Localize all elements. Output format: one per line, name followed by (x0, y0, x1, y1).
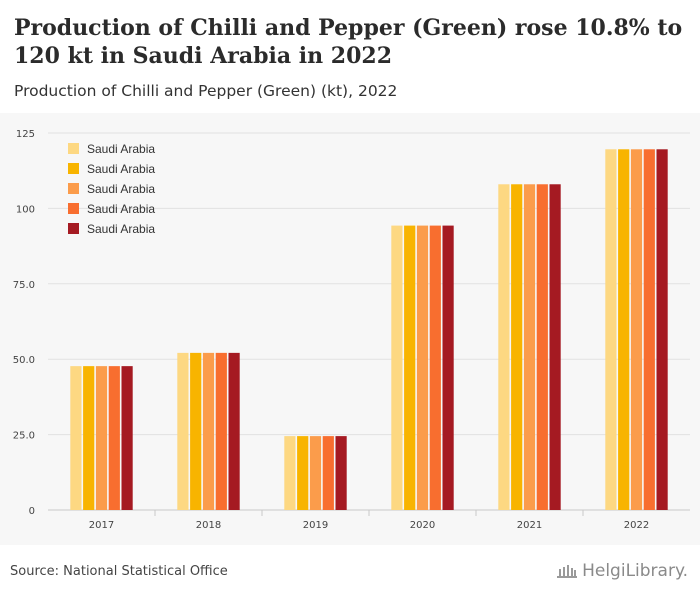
y-tick-label: 0 (29, 506, 35, 517)
legend-label: Saudi Arabia (87, 142, 155, 156)
bar (284, 436, 296, 510)
bar (630, 149, 643, 510)
bar (121, 366, 133, 510)
bar (83, 366, 95, 510)
chart-subtitle: Production of Chilli and Pepper (Green) … (14, 82, 398, 100)
bar (498, 184, 510, 510)
y-tick-label: 100 (16, 204, 35, 215)
helgilibrary-logo: HelgiLibrary. (556, 561, 688, 581)
y-tick-label: 125 (16, 129, 35, 140)
legend-swatch (68, 143, 79, 154)
x-tick-label: 2021 (517, 520, 542, 531)
bar (322, 436, 334, 510)
bar (656, 149, 668, 510)
source-note: Source: National Statistical Office (10, 564, 228, 579)
bar (429, 225, 441, 511)
bar (523, 184, 536, 510)
bar (618, 149, 630, 510)
x-tick-label: 2018 (196, 520, 221, 531)
y-tick-label: 75.0 (13, 280, 35, 291)
chart-title: Production of Chilli and Pepper (Green) … (14, 15, 683, 69)
legend-swatch (68, 223, 79, 234)
bar (215, 352, 227, 510)
bar (297, 436, 309, 510)
bar (70, 366, 82, 510)
bar (536, 184, 548, 510)
bar (391, 225, 403, 511)
bar (108, 366, 120, 510)
bar (309, 436, 322, 510)
bar (549, 184, 561, 510)
bar (442, 225, 454, 511)
legend-label: Saudi Arabia (87, 202, 155, 216)
y-tick-label: 25.0 (13, 431, 35, 442)
bar (605, 149, 617, 510)
bar (202, 352, 215, 510)
bar (643, 149, 655, 510)
bar (404, 225, 416, 511)
bar (95, 366, 108, 510)
bar (190, 352, 202, 510)
x-tick-label: 2022 (624, 520, 649, 531)
x-tick-label: 2019 (303, 520, 328, 531)
y-tick-label: 50.0 (13, 355, 35, 366)
bar (335, 436, 347, 510)
bar (177, 352, 189, 510)
x-tick-label: 2017 (89, 520, 114, 531)
bar (416, 225, 429, 511)
legend-label: Saudi Arabia (87, 162, 155, 176)
legend-swatch (68, 163, 79, 174)
bar (228, 352, 240, 510)
legend-swatch (68, 183, 79, 194)
legend-label: Saudi Arabia (87, 222, 155, 236)
library-building-icon (557, 565, 578, 578)
legend-swatch (68, 203, 79, 214)
legend-label: Saudi Arabia (87, 182, 155, 196)
bar (511, 184, 523, 510)
x-tick-label: 2020 (410, 520, 435, 531)
logo-text: HelgiLibrary. (582, 561, 688, 581)
